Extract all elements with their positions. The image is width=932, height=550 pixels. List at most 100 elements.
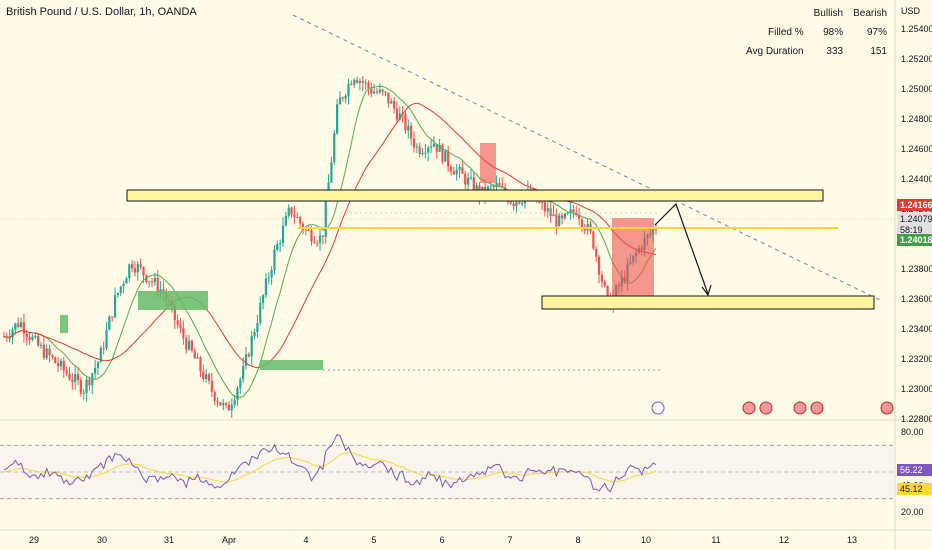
candle-body [333,133,336,163]
price-tick-label: 1.23400 [901,324,932,334]
date-tick-label: 30 [97,535,107,545]
candle-body [461,166,464,174]
date-tick-label: 6 [439,535,444,545]
candle-body [592,231,595,249]
candle-body [407,125,410,131]
rsi-line [3,433,657,493]
candle-body [133,268,137,273]
candle-body [370,88,373,94]
candle-body [244,354,248,366]
candle-body [276,243,279,250]
flag-us-icon [810,401,824,415]
stats-filled-bearish: 97% [866,27,887,38]
candle-body [375,91,379,93]
candle-body [113,295,117,318]
price-tick-label: 1.23800 [901,264,932,274]
candle-body [190,340,194,351]
candle-body [569,209,572,213]
candle-body [256,323,259,333]
rsi-tag-ma: 45.12 [897,483,932,495]
resistance-zone [126,189,824,202]
candle-body [344,96,347,99]
candle-body [347,83,350,97]
candle-body [210,380,213,392]
candle-body [324,200,327,237]
candle-body [555,214,558,227]
rsi-ma-line [3,452,657,483]
candle-body [116,293,119,296]
candle-body [122,283,125,287]
candle-body [447,150,450,167]
candle-body [600,274,604,282]
candle-body [42,344,45,358]
candle-body [99,347,102,363]
candle-body [390,100,393,104]
candle-body [102,347,105,349]
flag-us-icon [793,401,807,415]
candle-body [518,202,521,204]
candle-body [253,332,256,337]
candle-body [378,89,381,93]
stats-duration-label: Avg Duration [745,46,804,57]
candle-body [48,348,51,356]
candle-body [466,177,470,185]
candle-body [185,338,188,350]
candle-body [216,400,219,403]
candle-body [373,91,376,94]
axis-unit: USD [901,6,921,16]
price-tick-label: 1.22800 [901,414,932,424]
candle-body [421,152,424,155]
candle-body [563,213,566,219]
candle-body [105,329,108,349]
date-tick-label: 7 [507,535,512,545]
candle-body [22,322,26,334]
candle-body [273,249,276,270]
candles [2,76,658,418]
candle-body [304,229,307,231]
candle-body [654,229,658,231]
candle-body [236,388,239,400]
candle-body [575,212,578,216]
candle-body [108,316,111,330]
candle-body [222,403,225,406]
candle-body [213,391,216,401]
candle-body [307,229,310,231]
candle-body [8,337,11,339]
candle-body [96,362,100,368]
candle-body [65,370,68,374]
price-tick-label: 1.23200 [901,354,932,364]
candle-body [435,143,438,152]
candle-body [261,295,265,303]
bullish-order-block [60,315,68,333]
candle-body [580,219,584,227]
candle-body [45,348,48,358]
candle-body [455,170,458,175]
date-tick-label: 5 [371,535,376,545]
candle-body [441,144,444,162]
candle-body [595,248,598,257]
candle-body [25,333,28,337]
stats-duration-bearish: 151 [870,46,887,57]
candle-body [512,203,515,207]
date-tick-label: 8 [575,535,580,545]
price-tick-label: 1.24600 [901,144,932,154]
candle-body [56,363,60,367]
candle-body [410,125,413,139]
candle-body [296,217,299,219]
candle-body [119,286,122,294]
candle-body [267,277,270,279]
candle-body [14,323,17,330]
candle-body [438,144,441,152]
candle-body [452,171,455,175]
candle-body [79,380,82,394]
candle-body [501,185,504,188]
candle-body [432,143,436,147]
candle-body [19,322,23,328]
candle-body [521,203,524,205]
candle-body [318,235,322,243]
candle-body [230,404,233,411]
date-tick-label: 10 [641,535,651,545]
date-tick-label: 13 [847,535,857,545]
candle-body [509,202,512,204]
